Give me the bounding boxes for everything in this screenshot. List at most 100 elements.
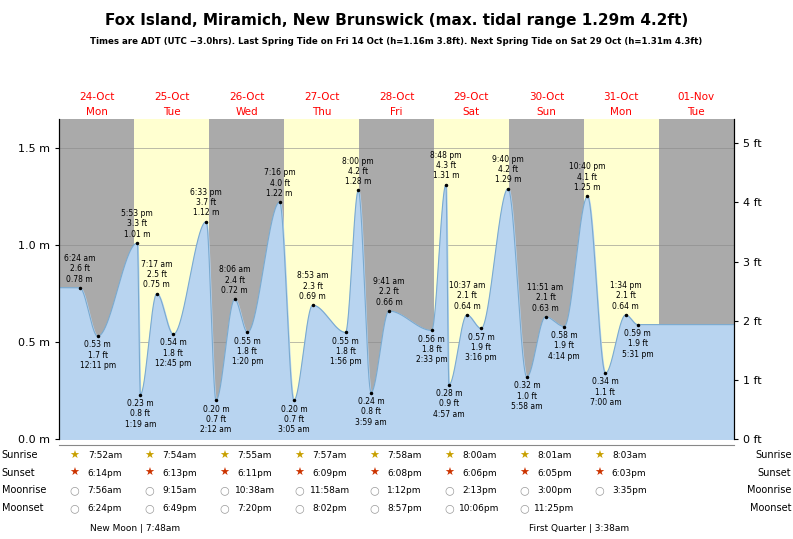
Text: Moonset: Moonset	[2, 503, 43, 513]
Text: ★: ★	[220, 468, 229, 478]
Text: ○: ○	[519, 486, 529, 495]
Text: 7:58am: 7:58am	[387, 451, 422, 460]
Text: ○: ○	[145, 486, 155, 495]
Text: 0.32 m
1.0 ft
5:58 am: 0.32 m 1.0 ft 5:58 am	[511, 381, 542, 411]
Text: Sunset: Sunset	[2, 468, 35, 478]
Bar	[659, 119, 734, 439]
Text: ○: ○	[294, 503, 305, 513]
Text: 26-Oct: 26-Oct	[229, 92, 264, 102]
Text: 11:51 am
2.1 ft
0.63 m: 11:51 am 2.1 ft 0.63 m	[527, 283, 564, 313]
Bar	[584, 119, 659, 439]
Text: 2:13pm: 2:13pm	[462, 486, 496, 495]
Text: Moonrise: Moonrise	[2, 486, 46, 495]
Text: 0.59 m
1.9 ft
5:31 pm: 0.59 m 1.9 ft 5:31 pm	[622, 329, 653, 358]
Text: Fri: Fri	[390, 107, 403, 116]
Text: Sunrise: Sunrise	[2, 451, 38, 460]
Bar	[359, 119, 434, 439]
Text: 8:00 pm
4.2 ft
1.28 m: 8:00 pm 4.2 ft 1.28 m	[343, 156, 374, 186]
Text: ★: ★	[519, 451, 529, 460]
Text: ★: ★	[594, 468, 604, 478]
Text: 10:37 am
2.1 ft
0.64 m: 10:37 am 2.1 ft 0.64 m	[449, 281, 485, 310]
Text: ○: ○	[370, 503, 379, 513]
Text: 01-Nov: 01-Nov	[677, 92, 714, 102]
Text: 6:49pm: 6:49pm	[163, 504, 197, 513]
Text: Tue: Tue	[163, 107, 181, 116]
Text: 10:40 pm
4.1 ft
1.25 m: 10:40 pm 4.1 ft 1.25 m	[569, 162, 606, 192]
Text: ○: ○	[220, 503, 229, 513]
Text: 7:20pm: 7:20pm	[237, 504, 272, 513]
Text: 0.28 m
0.9 ft
4:57 am: 0.28 m 0.9 ft 4:57 am	[433, 389, 465, 419]
Text: ★: ★	[70, 468, 80, 478]
Text: 24-Oct: 24-Oct	[79, 92, 115, 102]
Text: 6:33 pm
3.7 ft
1.12 m: 6:33 pm 3.7 ft 1.12 m	[190, 188, 222, 217]
Text: 7:17 am
2.5 ft
0.75 m: 7:17 am 2.5 ft 0.75 m	[141, 260, 173, 289]
Text: Times are ADT (UTC −3.0hrs). Last Spring Tide on Fri 14 Oct (h=1.16m 3.8ft). Nex: Times are ADT (UTC −3.0hrs). Last Spring…	[90, 37, 703, 46]
Text: 6:03pm: 6:03pm	[612, 469, 646, 478]
Text: 31-Oct: 31-Oct	[603, 92, 639, 102]
Text: ○: ○	[370, 486, 379, 495]
Text: 6:05pm: 6:05pm	[537, 469, 572, 478]
Text: 8:00am: 8:00am	[462, 451, 496, 460]
Text: ★: ★	[519, 468, 529, 478]
Text: Mon: Mon	[611, 107, 632, 116]
Text: 0.34 m
1.1 ft
7:00 am: 0.34 m 1.1 ft 7:00 am	[590, 377, 621, 407]
Text: ○: ○	[220, 486, 229, 495]
Text: ○: ○	[145, 503, 155, 513]
Text: 6:13pm: 6:13pm	[163, 469, 197, 478]
Text: Sunset: Sunset	[758, 468, 791, 478]
Text: Mon: Mon	[86, 107, 108, 116]
Text: 0.57 m
1.9 ft
3:16 pm: 0.57 m 1.9 ft 3:16 pm	[465, 333, 497, 362]
Text: 11:58am: 11:58am	[309, 486, 350, 495]
Text: 8:01am: 8:01am	[537, 451, 572, 460]
Text: ○: ○	[70, 503, 79, 513]
Text: 0.20 m
0.7 ft
2:12 am: 0.20 m 0.7 ft 2:12 am	[201, 405, 232, 434]
Text: 7:56am: 7:56am	[88, 486, 122, 495]
Text: 11:25pm: 11:25pm	[534, 504, 574, 513]
Text: 8:53 am
2.3 ft
0.69 m: 8:53 am 2.3 ft 0.69 m	[297, 271, 328, 301]
Text: 10:38am: 10:38am	[235, 486, 274, 495]
Text: ○: ○	[444, 503, 454, 513]
Text: 8:06 am
2.4 ft
0.72 m: 8:06 am 2.4 ft 0.72 m	[219, 265, 251, 295]
Text: 27-Oct: 27-Oct	[304, 92, 339, 102]
Text: 0.55 m
1.8 ft
1:56 pm: 0.55 m 1.8 ft 1:56 pm	[330, 336, 362, 367]
Text: 29-Oct: 29-Oct	[454, 92, 489, 102]
Bar	[284, 119, 359, 439]
Text: ○: ○	[444, 486, 454, 495]
Text: First Quarter | 3:38am: First Quarter | 3:38am	[529, 524, 629, 533]
Text: 1:34 pm
2.1 ft
0.64 m: 1:34 pm 2.1 ft 0.64 m	[610, 281, 642, 310]
Text: 6:14pm: 6:14pm	[87, 469, 122, 478]
Text: ○: ○	[594, 486, 603, 495]
Text: 6:09pm: 6:09pm	[312, 469, 347, 478]
Text: 28-Oct: 28-Oct	[379, 92, 414, 102]
Text: ★: ★	[294, 451, 305, 460]
Text: Sunrise: Sunrise	[755, 451, 791, 460]
Text: ★: ★	[144, 468, 155, 478]
Text: 8:57pm: 8:57pm	[387, 504, 422, 513]
Text: ★: ★	[370, 451, 379, 460]
Text: New Moon | 7:48am: New Moon | 7:48am	[90, 524, 180, 533]
Text: 0.56 m
1.8 ft
2:33 pm: 0.56 m 1.8 ft 2:33 pm	[416, 335, 447, 364]
Bar	[134, 119, 209, 439]
Text: 7:57am: 7:57am	[312, 451, 347, 460]
Text: 30-Oct: 30-Oct	[529, 92, 564, 102]
Text: Wed: Wed	[236, 107, 258, 116]
Text: 7:54am: 7:54am	[163, 451, 197, 460]
Text: 0.58 m
1.9 ft
4:14 pm: 0.58 m 1.9 ft 4:14 pm	[549, 331, 580, 361]
Text: Fox Island, Miramich, New Brunswick (max. tidal range 1.29m 4.2ft): Fox Island, Miramich, New Brunswick (max…	[105, 13, 688, 29]
Text: 6:24 am
2.6 ft
0.78 m: 6:24 am 2.6 ft 0.78 m	[64, 254, 95, 284]
Bar	[59, 119, 134, 439]
Text: 8:02pm: 8:02pm	[312, 504, 347, 513]
Text: ★: ★	[70, 451, 80, 460]
Text: 7:52am: 7:52am	[88, 451, 122, 460]
Text: 0.54 m
1.8 ft
12:45 pm: 0.54 m 1.8 ft 12:45 pm	[155, 338, 191, 368]
Text: 6:08pm: 6:08pm	[387, 469, 422, 478]
Text: 9:41 am
2.2 ft
0.66 m: 9:41 am 2.2 ft 0.66 m	[374, 277, 404, 307]
Bar	[509, 119, 584, 439]
Text: 6:06pm: 6:06pm	[462, 469, 496, 478]
Text: 0.24 m
0.8 ft
3:59 am: 0.24 m 0.8 ft 3:59 am	[355, 397, 387, 426]
Text: 9:15am: 9:15am	[163, 486, 197, 495]
Text: ★: ★	[444, 451, 454, 460]
Text: 6:11pm: 6:11pm	[237, 469, 272, 478]
Text: ○: ○	[70, 486, 79, 495]
Bar	[209, 119, 284, 439]
